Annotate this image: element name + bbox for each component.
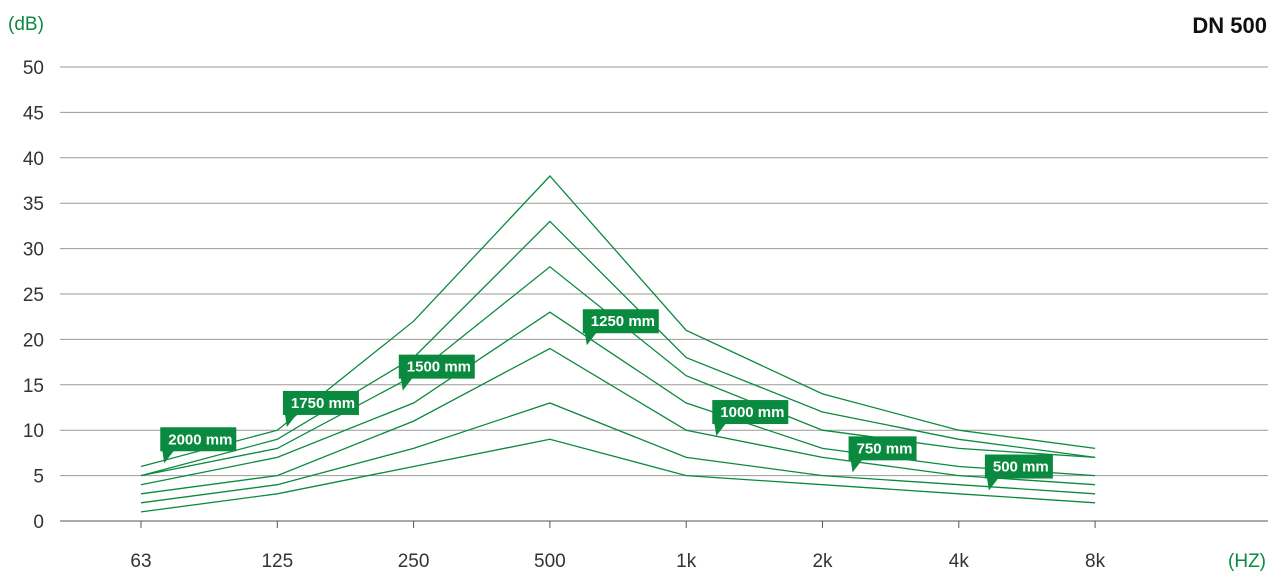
- x-tick-label: 2k: [812, 551, 833, 572]
- y-tick-label: 40: [23, 149, 44, 170]
- series-tag-label: 1000 mm: [720, 404, 784, 421]
- y-axis-ticks: 0 5 10 15 20 25 30 35 40 45 50: [23, 58, 44, 533]
- series-line: [140, 347, 1096, 495]
- series-tag-pointer: [284, 413, 297, 427]
- y-tick-label: 20: [23, 330, 44, 351]
- series-tag: 2000 mm: [160, 427, 237, 464]
- y-tick-label: 0: [33, 512, 44, 533]
- gridlines: [60, 66, 1268, 522]
- series-tag-pointer: [714, 423, 727, 437]
- series-tag: 1250 mm: [582, 309, 659, 346]
- series-tag-box: [398, 354, 475, 379]
- x-axis-ticks: 63 125 250 500 1k 2k 4k 8k: [130, 521, 1106, 572]
- y-axis-label: (dB): [8, 14, 44, 35]
- series-tag-pointer: [584, 332, 597, 346]
- x-tick-label: 8k: [1085, 551, 1106, 572]
- series-tag-label: 2000 mm: [168, 431, 232, 448]
- y-tick-label: 50: [23, 58, 44, 79]
- series-line: [140, 438, 1096, 513]
- series-tag-pointer: [162, 450, 175, 464]
- y-tick-label: 35: [23, 194, 44, 215]
- series-tag-box: [282, 390, 359, 415]
- series-line: [140, 402, 1096, 504]
- series-tag-box: [848, 436, 917, 461]
- series-tag-label: 1750 mm: [291, 395, 355, 412]
- x-tick-label: 250: [398, 551, 430, 572]
- series-tag-label: 1250 mm: [591, 313, 655, 330]
- series-tag: 750 mm: [848, 436, 917, 473]
- series-tag-label: 750 mm: [857, 440, 913, 457]
- series-line: [140, 220, 1096, 477]
- series-tag: 1750 mm: [282, 390, 359, 427]
- x-axis-label: (HZ): [1228, 551, 1266, 572]
- series-tag-pointer: [400, 377, 413, 391]
- x-tick-label: 1k: [676, 551, 697, 572]
- y-tick-label: 5: [33, 467, 44, 488]
- y-tick-label: 15: [23, 376, 44, 397]
- y-tick-label: 25: [23, 285, 44, 306]
- x-tick-label: 125: [261, 551, 293, 572]
- series-tag-label: 1500 mm: [407, 359, 471, 376]
- series-tag-box: [712, 400, 789, 425]
- series-tag-box: [984, 454, 1053, 479]
- series-tag-box: [160, 427, 237, 452]
- series-tag-pointer: [986, 477, 999, 491]
- series-lines: [140, 175, 1096, 513]
- series-tag-pointer: [850, 459, 863, 473]
- series-tag-label: 500 mm: [993, 459, 1049, 476]
- y-tick-label: 45: [23, 103, 44, 124]
- x-tick-label: 63: [130, 551, 151, 572]
- series-line: [140, 265, 1096, 477]
- x-tick-label: 500: [534, 551, 566, 572]
- series-line: [140, 311, 1096, 486]
- y-tick-label: 10: [23, 421, 44, 442]
- chart-title: DN 500: [1192, 13, 1267, 38]
- series-tag: 1000 mm: [712, 400, 789, 437]
- series-tag: 500 mm: [984, 454, 1053, 491]
- x-tick-label: 4k: [949, 551, 970, 572]
- y-tick-label: 30: [23, 240, 44, 261]
- series-tag: 1500 mm: [398, 354, 475, 391]
- series-labels: 2000 mm 1750 mm 1500 mm 1250 mm 1000 mm 750 m…: [160, 309, 1053, 491]
- series-tag-box: [582, 309, 659, 334]
